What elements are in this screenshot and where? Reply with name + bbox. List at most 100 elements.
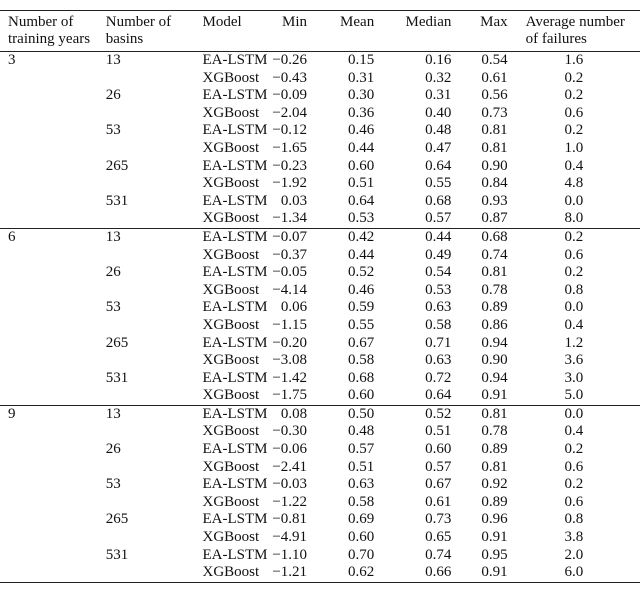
min-cell: −2.41 (272, 458, 308, 475)
median-cell: 0.54 (425, 264, 452, 281)
table-row: XGBoost −1.65 0.44 0.47 0.81 1.0 (0, 140, 640, 158)
table-row: XGBoost −0.37 0.44 0.49 0.74 0.6 (0, 247, 640, 265)
mean-cell: 0.53 (347, 210, 375, 227)
table-row: 9 13 EA-LSTM 0.08 0.50 0.52 0.81 0.0 (0, 405, 640, 423)
mean-cell: 0.44 (347, 139, 375, 156)
median-cell: 0.44 (425, 228, 452, 245)
table-row: XGBoost −1.21 0.62 0.66 0.91 6.0 (0, 564, 640, 582)
failures-cell: 3.0 (564, 369, 584, 386)
failures-cell: 1.0 (564, 139, 584, 156)
table-row: XGBoost −1.92 0.51 0.55 0.84 4.8 (0, 175, 640, 193)
failures-cell: 0.0 (564, 405, 584, 422)
training-years-cell (0, 352, 106, 370)
training-years-cell: 6 (8, 228, 16, 245)
model-cell: EA-LSTM (202, 546, 268, 563)
training-years-cell (0, 476, 106, 494)
model-cell: EA-LSTM (202, 334, 268, 351)
header-failures: Average number of failures (525, 14, 625, 47)
training-years-cell (0, 423, 106, 441)
table-row: 265 EA-LSTM −0.23 0.60 0.64 0.90 0.4 (0, 158, 640, 176)
max-cell: 0.95 (481, 546, 508, 563)
min-cell: −0.30 (272, 423, 308, 440)
training-years-cell (0, 175, 106, 193)
median-cell: 0.66 (425, 564, 452, 581)
failures-cell: 0.8 (564, 511, 584, 528)
basins-cell (106, 105, 203, 123)
table-row: 53 EA-LSTM −0.12 0.46 0.48 0.81 0.2 (0, 122, 640, 140)
table-row: XGBoost −4.14 0.46 0.53 0.78 0.8 (0, 282, 640, 300)
failures-cell: 8.0 (564, 210, 584, 227)
basins-cell: 26 (105, 264, 121, 281)
median-cell: 0.58 (425, 316, 452, 333)
failures-cell: 0.8 (564, 281, 584, 298)
basins-cell: 53 (105, 476, 121, 493)
table-row: XGBoost −1.15 0.55 0.58 0.86 0.4 (0, 317, 640, 335)
max-cell: 0.78 (481, 281, 508, 298)
model-cell: EA-LSTM (202, 264, 268, 281)
model-cell: EA-LSTM (202, 122, 268, 139)
training-years-cell (0, 299, 106, 317)
failures-cell: 3.8 (564, 529, 584, 546)
table-row: XGBoost −2.41 0.51 0.57 0.81 0.6 (0, 459, 640, 477)
mean-cell: 0.67 (347, 334, 375, 351)
median-cell: 0.16 (425, 52, 452, 68)
table-row: 265 EA-LSTM −0.81 0.69 0.73 0.96 0.8 (0, 511, 640, 529)
basins-cell (106, 423, 203, 441)
table-row: XGBoost −1.22 0.58 0.61 0.89 0.6 (0, 494, 640, 512)
min-cell: −0.07 (272, 228, 308, 245)
training-years-cell (0, 247, 106, 265)
median-cell: 0.63 (425, 299, 452, 316)
min-cell: 0.03 (280, 192, 308, 209)
max-cell: 0.90 (481, 157, 508, 174)
mean-cell: 0.55 (347, 316, 375, 333)
table-row: XGBoost −4.91 0.60 0.65 0.91 3.8 (0, 529, 640, 547)
table-row: 531 EA-LSTM −1.42 0.68 0.72 0.94 3.0 (0, 370, 640, 388)
training-years-cell (0, 70, 106, 88)
max-cell: 0.91 (481, 387, 508, 404)
failures-cell: 0.6 (564, 493, 584, 510)
median-cell: 0.51 (425, 423, 452, 440)
failures-cell: 0.0 (564, 299, 584, 316)
mean-cell: 0.60 (347, 529, 375, 546)
median-cell: 0.53 (425, 281, 452, 298)
failures-cell: 0.6 (564, 458, 584, 475)
mean-cell: 0.69 (347, 511, 375, 528)
median-cell: 0.71 (425, 334, 452, 351)
training-years-cell (0, 87, 106, 105)
median-cell: 0.49 (425, 246, 452, 263)
max-cell: 0.81 (481, 122, 508, 139)
min-cell: −0.12 (272, 122, 308, 139)
basins-cell (106, 529, 203, 547)
model-cell: XGBoost (202, 387, 260, 404)
min-cell: −0.81 (272, 511, 308, 528)
basins-cell (106, 352, 203, 370)
median-cell: 0.57 (425, 210, 452, 227)
failures-cell: 1.2 (564, 334, 584, 351)
failures-cell: 4.8 (564, 175, 584, 192)
model-cell: EA-LSTM (202, 87, 268, 104)
table-row: XGBoost −3.08 0.58 0.63 0.90 3.6 (0, 352, 640, 370)
table-row: 26 EA-LSTM −0.05 0.52 0.54 0.81 0.2 (0, 264, 640, 282)
training-years-cell (0, 494, 106, 512)
table-row: 3 13 EA-LSTM −0.26 0.15 0.16 0.54 1.6 (0, 52, 640, 70)
min-cell: −1.92 (272, 175, 308, 192)
median-cell: 0.67 (425, 476, 452, 493)
basins-cell: 265 (105, 157, 129, 174)
failures-cell: 6.0 (564, 564, 584, 581)
basins-cell (106, 282, 203, 300)
min-cell: 0.06 (280, 299, 308, 316)
min-cell: −1.34 (272, 210, 308, 227)
mean-cell: 0.63 (347, 476, 375, 493)
training-years-cell (0, 370, 106, 388)
table-row: XGBoost −2.04 0.36 0.40 0.73 0.6 (0, 105, 640, 123)
training-years-cell (0, 317, 106, 335)
median-cell: 0.47 (425, 139, 452, 156)
basins-cell (106, 564, 203, 582)
table-row: XGBoost −0.43 0.31 0.32 0.61 0.2 (0, 70, 640, 88)
table-row: 53 EA-LSTM −0.03 0.63 0.67 0.92 0.2 (0, 476, 640, 494)
max-cell: 0.94 (481, 334, 508, 351)
mean-cell: 0.48 (347, 423, 375, 440)
training-years-cell (0, 140, 106, 158)
min-cell: −0.23 (272, 157, 308, 174)
header-mean: Mean (340, 14, 375, 30)
